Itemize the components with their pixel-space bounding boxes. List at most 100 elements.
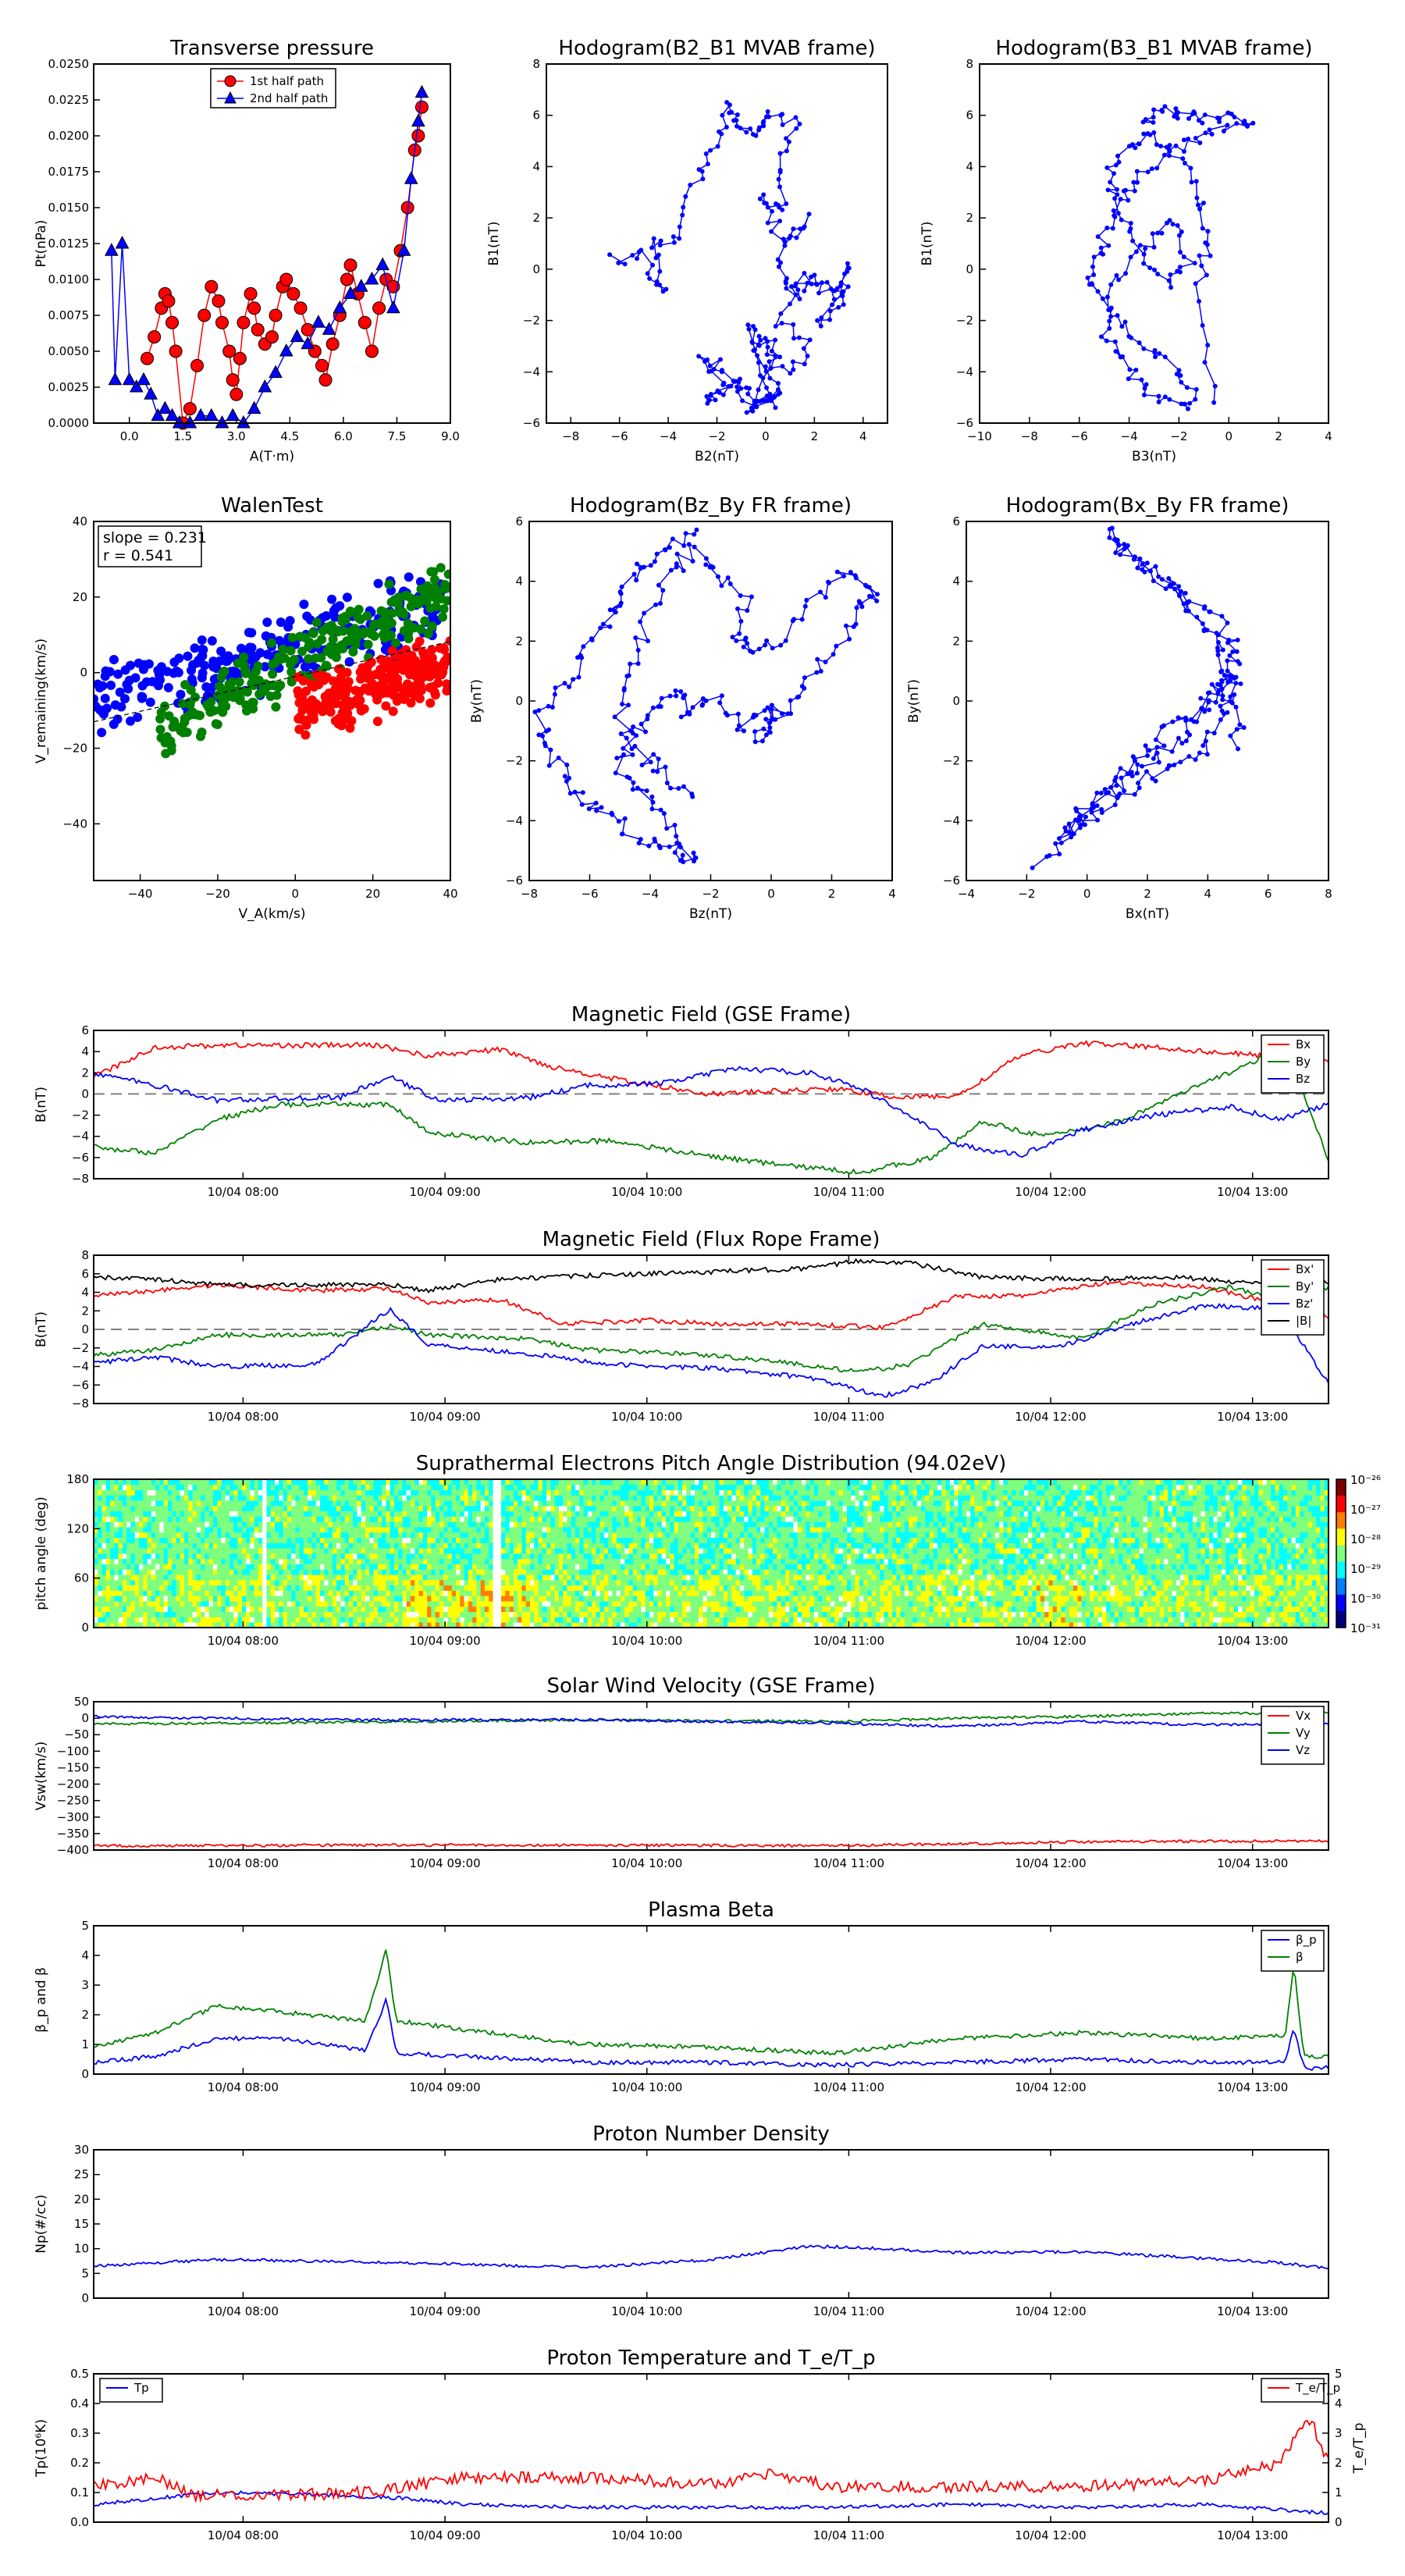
heatmap-cell: [328, 1606, 333, 1613]
hodogram-point: [629, 746, 635, 752]
hodogram-point: [769, 208, 774, 214]
heatmap-cell: [365, 1500, 370, 1507]
hodogram-point: [1225, 621, 1230, 626]
hodogram-point: [1166, 153, 1172, 158]
hodogram-path: [1032, 527, 1246, 869]
heatmap-cell: [336, 1558, 341, 1564]
heatmap-cell: [501, 1596, 506, 1602]
heatmap-cell: [386, 1516, 391, 1522]
hodogram-point: [1180, 156, 1186, 162]
hodogram-point: [838, 283, 844, 289]
heatmap-cell: [365, 1590, 370, 1596]
heatmap-cell: [389, 1516, 395, 1522]
heatmap-cell: [365, 1548, 370, 1554]
hodogram-point: [1229, 112, 1234, 117]
heatmap-cell: [155, 1579, 160, 1586]
heatmap-cell: [501, 1542, 506, 1549]
hodogram-point: [802, 224, 807, 229]
scatter-point: [301, 686, 311, 696]
heatmap-cell: [159, 1601, 165, 1607]
heatmap-cell: [336, 1590, 341, 1596]
hodogram-point: [746, 386, 752, 391]
hodogram-point: [635, 647, 641, 653]
heatmap-cell: [468, 1601, 473, 1607]
heatmap-cell: [229, 1484, 234, 1490]
hodogram-point: [1119, 217, 1124, 222]
heatmap-cell: [143, 1558, 148, 1564]
scatter-point: [208, 662, 219, 672]
hodogram-point: [1083, 814, 1088, 820]
heatmap-cell: [411, 1569, 415, 1575]
heatmap-cell: [456, 1548, 461, 1554]
heatmap-cell: [418, 1579, 424, 1586]
heatmap-cell: [94, 1590, 98, 1596]
hodogram-point: [1091, 272, 1097, 278]
heatmap-cell: [299, 1558, 304, 1564]
heatmap-cell: [411, 1489, 415, 1496]
heatmap-cell: [443, 1537, 448, 1543]
hodogram-point: [1219, 678, 1225, 683]
heatmap-cell: [332, 1527, 337, 1533]
hodogram-point: [773, 353, 778, 358]
hodogram-point: [790, 359, 795, 365]
heatmap-cell: [393, 1585, 399, 1591]
x-tick-label: 7.5: [388, 429, 407, 443]
heatmap-cell: [143, 1500, 148, 1507]
heatmap-cell: [270, 1579, 276, 1586]
heatmap-cell: [489, 1548, 493, 1554]
scatter-point: [336, 672, 346, 682]
heatmap-cell: [484, 1527, 489, 1533]
heatmap-cell: [212, 1579, 218, 1586]
heatmap-cell: [480, 1489, 486, 1496]
heatmap-cell: [468, 1537, 473, 1543]
heatmap-cell: [431, 1585, 436, 1591]
heatmap-cell: [208, 1500, 214, 1507]
heatmap-cell: [229, 1489, 234, 1496]
hodogram-point: [874, 592, 880, 597]
heatmap-cell: [241, 1527, 247, 1533]
heatmap-cell: [283, 1548, 288, 1554]
heatmap-cell: [262, 1532, 267, 1539]
heatmap-cell: [295, 1510, 301, 1517]
heatmap-cell: [493, 1564, 498, 1570]
scatter-point: [317, 671, 327, 681]
heatmap-cell: [155, 1548, 160, 1554]
heatmap-cell: [258, 1596, 263, 1602]
heatmap-cell: [291, 1532, 296, 1539]
heatmap-cell: [155, 1606, 160, 1613]
hodogram-point: [1175, 116, 1180, 121]
heatmap-cell: [196, 1590, 201, 1596]
hodogram-point: [1178, 249, 1183, 254]
hodogram-point: [638, 837, 643, 842]
heatmap-cell: [270, 1505, 276, 1512]
hodogram-point: [628, 661, 633, 667]
heatmap-cell: [295, 1569, 301, 1575]
hodogram-point: [1104, 165, 1110, 170]
heatmap-cell: [176, 1558, 181, 1564]
heatmap-cell: [348, 1479, 354, 1485]
scatter-point: [387, 677, 397, 687]
heatmap-cell: [464, 1489, 469, 1496]
heatmap-cell: [340, 1564, 346, 1570]
heatmap-cell: [402, 1500, 407, 1507]
heatmap-cell: [427, 1489, 432, 1496]
heatmap-cell: [147, 1564, 152, 1570]
scatter-point: [372, 717, 382, 727]
heatmap-cell: [262, 1590, 267, 1596]
heatmap-cell: [299, 1532, 304, 1539]
heatmap-cell: [217, 1521, 222, 1528]
hodogram-point: [745, 608, 750, 614]
heatmap-cell: [262, 1489, 267, 1496]
heatmap-cell: [246, 1596, 251, 1602]
heatmap-cell: [180, 1574, 185, 1581]
heatmap-cell: [188, 1516, 193, 1522]
heatmap-cell: [151, 1495, 156, 1501]
hodogram-point: [784, 286, 789, 291]
heatmap-cell: [414, 1585, 419, 1591]
heatmap-cell: [443, 1479, 448, 1485]
heatmap-cell: [414, 1569, 419, 1575]
heatmap-cell: [110, 1601, 115, 1607]
heatmap-cell: [328, 1516, 333, 1522]
heatmap-cell: [382, 1489, 386, 1496]
hodogram-point: [670, 536, 675, 542]
